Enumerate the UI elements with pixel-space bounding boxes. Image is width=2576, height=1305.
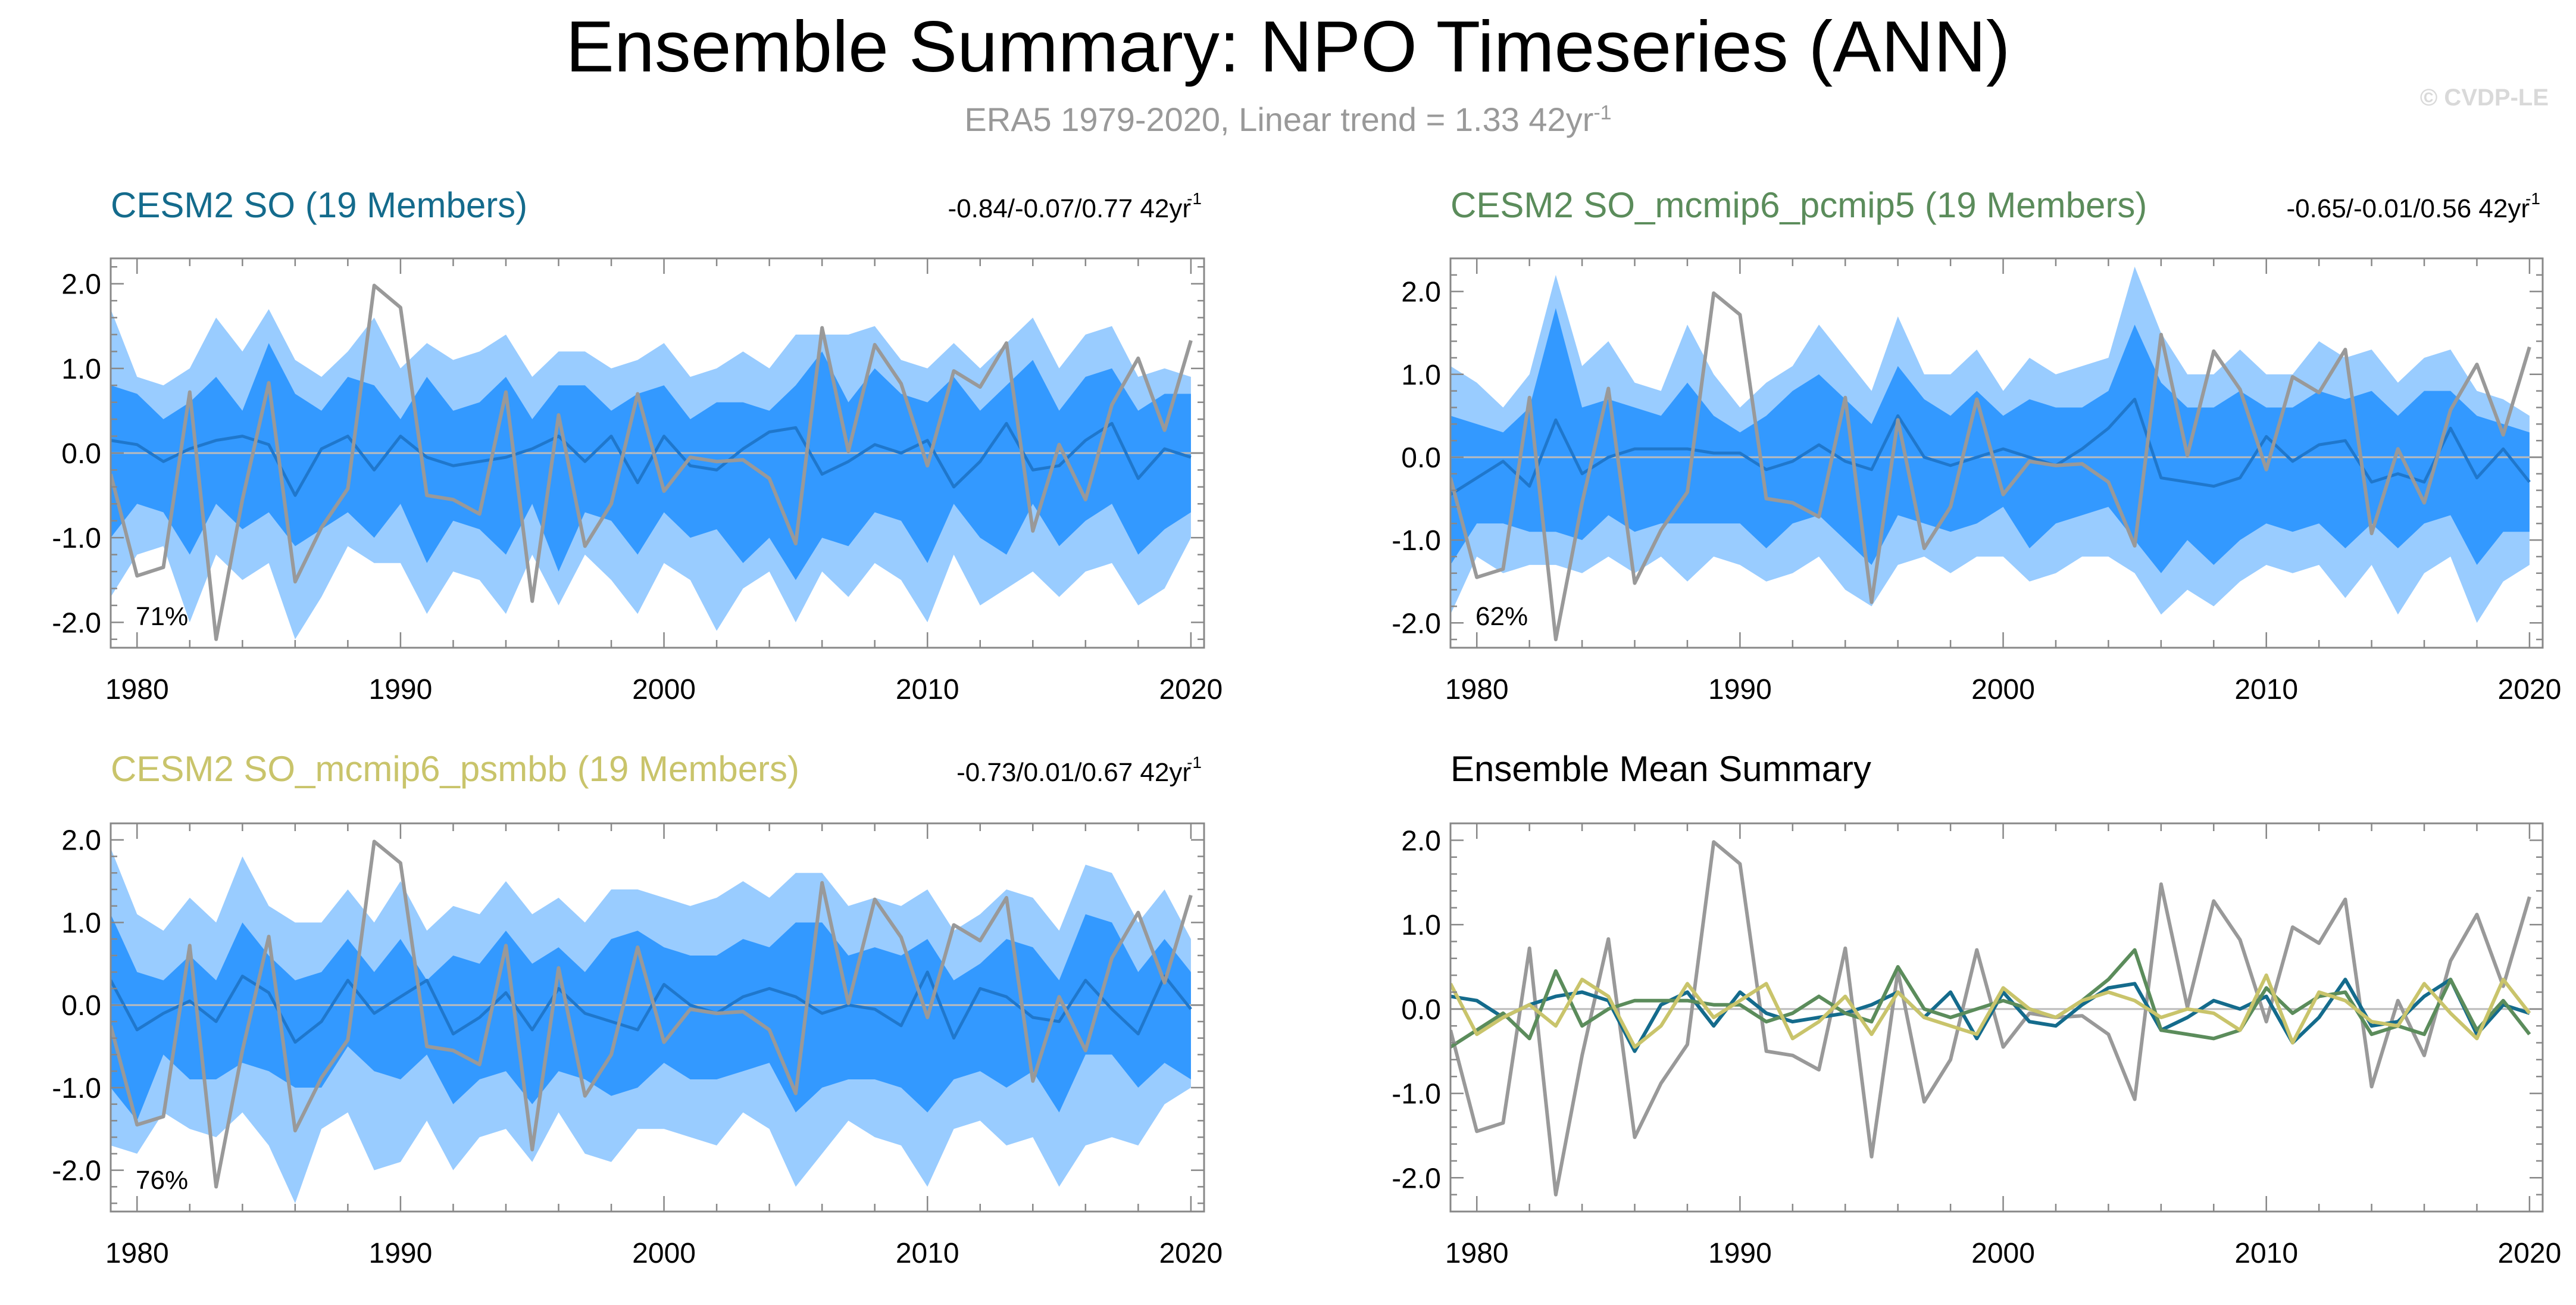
y-tick-label: -1.0: [52, 1073, 101, 1104]
trend-label: -0.73/0.01/0.67 42yr: [956, 758, 1191, 787]
x-tick-label: 1980: [1445, 674, 1509, 705]
era5-observation-line: [111, 839, 1193, 1189]
y-tick-label: 0.0: [61, 990, 101, 1022]
y-tick-label: 2.0: [1401, 825, 1441, 857]
chart-title: Ensemble Mean Summary: [1450, 749, 1871, 789]
chart-title: CESM2 SO_mcmip6_psmbb (19 Members): [111, 749, 799, 789]
trend-label: -0.65/-0.01/0.56 42yr: [2287, 194, 2530, 223]
plot-data: [1450, 840, 2543, 1197]
trend-label-superscript: -1: [2525, 189, 2540, 208]
plot-frame: [1449, 257, 2544, 649]
y-tick-label: 1.0: [61, 354, 101, 385]
y-tick-label: 2.0: [61, 825, 101, 857]
x-tick-label: 2010: [2234, 1238, 2298, 1269]
chart-panel-ensemble-mean-summary: Ensemble Mean Summary 2.0 1.0 0.0 -1.0 -2.0 19…: [1392, 749, 2561, 1269]
x-tick-label: 2010: [896, 1238, 959, 1269]
y-tick-label: 1.0: [1401, 360, 1441, 391]
chart-panel-cesm2-so: CESM2 SO (19 Members) -0.84/-0.07/0.77 42…: [52, 185, 1223, 705]
x-tick-label: 2010: [896, 674, 959, 705]
plot-data: [111, 283, 1204, 641]
y-tick-label: 1.0: [1401, 910, 1441, 941]
y-tick-label: 0.0: [1401, 994, 1441, 1026]
y-tick-label: 2.0: [1401, 277, 1441, 308]
x-tick-label: 1990: [369, 1238, 433, 1269]
page-title: Ensemble Summary: NPO Timeseries (ANN): [565, 6, 2011, 87]
era5-observation-line: [1450, 291, 2531, 642]
subtitle-text: ERA5 1979-2020, Linear trend = 1.33 42yr: [964, 101, 1594, 138]
summary-line-era5: [1450, 840, 2531, 1197]
x-tick-label: 2010: [2234, 674, 2298, 705]
trend-label-superscript: -1: [1187, 189, 1202, 208]
y-tick-label: -2.0: [52, 1156, 101, 1187]
ensemble-mean-line: [111, 422, 1192, 497]
chart-title: CESM2 SO_mcmip6_pcmip5 (19 Members): [1450, 185, 2147, 225]
ensemble-mean-line: [111, 970, 1192, 1044]
percent-label: 62%: [1475, 602, 1528, 631]
x-tick-label: 1980: [105, 674, 169, 705]
x-tick-label: 2000: [1971, 1238, 2035, 1269]
trend-label-superscript: -1: [1187, 753, 1202, 772]
x-tick-label: 1990: [369, 674, 433, 705]
y-tick-label: 1.0: [61, 907, 101, 939]
y-tick-label: -1.0: [1392, 1079, 1441, 1110]
trend-label: -0.84/-0.07/0.77 42yr: [948, 194, 1191, 223]
x-tick-label: 2000: [1971, 674, 2035, 705]
y-tick-label: -1.0: [1392, 525, 1441, 557]
subtitle-unit-superscript: -1: [1593, 101, 1612, 124]
y-tick-label: 0.0: [61, 438, 101, 470]
subtitle: ERA5 1979-2020, Linear trend = 1.33 42yr…: [0, 100, 2576, 139]
x-tick-label: 2020: [2498, 1238, 2562, 1269]
chart-panel-cesm2-so-psmbb: CESM2 SO_mcmip6_psmbb (19 Members) -0.73/…: [52, 749, 1223, 1269]
x-tick-label: 1990: [1708, 674, 1772, 705]
plot-frame: [110, 822, 1205, 1213]
plot-frame: [1449, 822, 2544, 1213]
y-tick-label: -2.0: [1392, 608, 1441, 639]
era5-observation-line: [111, 283, 1193, 641]
percent-label: 76%: [136, 1166, 188, 1195]
y-tick-label: -2.0: [52, 607, 101, 639]
plot-data: [1450, 266, 2543, 642]
y-tick-label: -1.0: [52, 523, 101, 554]
x-tick-label: 2000: [632, 1238, 696, 1269]
y-tick-label: -2.0: [1392, 1163, 1441, 1194]
ensemble-10-90-band: [111, 914, 1191, 1121]
plot-data: [111, 839, 1204, 1204]
summary-line-cesm2-so: [1450, 978, 2530, 1053]
x-tick-label: 2000: [632, 674, 696, 705]
y-tick-label: 2.0: [61, 269, 101, 301]
x-tick-label: 1990: [1708, 1238, 1772, 1269]
summary-line-cesm2-so-mcmip6-psmbb: [1450, 973, 2531, 1049]
summary-line-cesm2-so-mcmip6-pcmip5: [1450, 948, 2531, 1049]
percent-label: 71%: [136, 602, 188, 631]
x-tick-label: 2020: [1159, 674, 1223, 705]
x-tick-label: 1980: [1445, 1238, 1509, 1269]
chart-title: CESM2 SO (19 Members): [111, 185, 527, 225]
chart-panel-cesm2-so-pcmip5: CESM2 SO_mcmip6_pcmip5 (19 Members) -0.65…: [1392, 185, 2561, 705]
watermark: © CVDP-LE: [2419, 85, 2549, 111]
x-tick-label: 1980: [105, 1238, 169, 1269]
x-tick-label: 2020: [1159, 1238, 1223, 1269]
x-tick-label: 2020: [2498, 674, 2562, 705]
y-tick-label: 0.0: [1401, 442, 1441, 474]
